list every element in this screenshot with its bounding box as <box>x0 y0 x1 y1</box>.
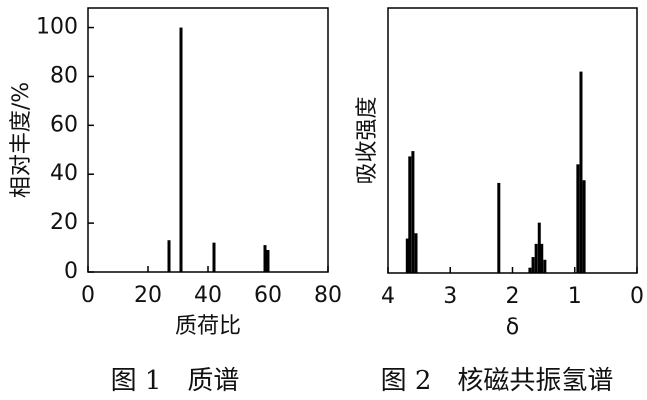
plot-frame <box>387 7 638 274</box>
x-tick-label: 0 <box>630 284 644 309</box>
plot-frame <box>87 7 329 273</box>
peak <box>405 238 409 273</box>
x-tick-label: 40 <box>194 283 222 308</box>
peak <box>212 242 216 272</box>
x-axis-label: δ <box>506 315 519 340</box>
peak <box>408 156 412 273</box>
y-tick-label: 40 <box>50 161 78 186</box>
peak <box>537 222 541 273</box>
x-tick-label: 3 <box>443 284 457 309</box>
peak <box>179 27 183 272</box>
peak <box>582 180 586 273</box>
y-axis-label: 相对丰度/% <box>9 82 34 198</box>
y-tick-label: 0 <box>64 259 78 284</box>
caption: 图 2 核磁共振氢谱 <box>381 366 614 396</box>
x-tick-label: 1 <box>568 284 582 309</box>
peak <box>543 259 547 273</box>
peak <box>263 245 267 272</box>
peak <box>540 243 544 273</box>
x-tick-label: 4 <box>381 284 395 309</box>
y-tick-label: 60 <box>50 112 78 137</box>
x-tick-label: 20 <box>134 283 162 308</box>
peak <box>531 257 535 273</box>
y-tick-label: 100 <box>36 15 78 40</box>
caption: 图 1 质谱 <box>111 366 240 396</box>
y-tick-label: 20 <box>50 210 78 235</box>
y-tick-label: 80 <box>50 63 78 88</box>
x-tick-label: 0 <box>81 283 95 308</box>
y-axis-label: 吸收强度 <box>355 96 380 184</box>
peak <box>534 243 538 273</box>
peak <box>579 71 583 273</box>
x-axis-label: 质荷比 <box>175 314 241 339</box>
peak <box>576 164 580 273</box>
x-tick-label: 80 <box>314 283 342 308</box>
peak <box>528 267 532 273</box>
peak <box>414 233 418 273</box>
peak <box>266 250 270 272</box>
peak <box>167 240 171 272</box>
x-tick-label: 2 <box>506 284 520 309</box>
peak <box>497 182 501 273</box>
x-tick-label: 60 <box>254 283 282 308</box>
peak <box>411 151 415 273</box>
